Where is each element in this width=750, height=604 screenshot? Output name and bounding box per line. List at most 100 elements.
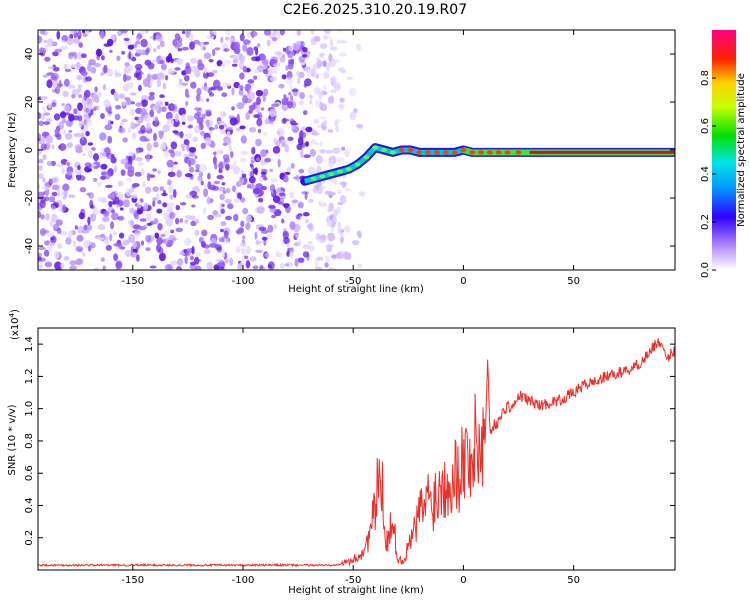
spectrogram-noise-blob (194, 155, 198, 160)
spectrogram-noise-blob (264, 30, 271, 36)
spectrogram-noise-blob (113, 253, 119, 262)
spectrogram-noise-blob (240, 135, 247, 144)
spectrogram-noise-blob (135, 157, 143, 162)
spectrogram-noise-blob (201, 113, 206, 119)
spectrogram-noise-blob (256, 206, 265, 214)
spectrogram-noise-blob (138, 84, 142, 92)
spectrogram-noise-blob (97, 181, 102, 187)
spectrogram-noise-blob (303, 110, 308, 116)
spectrogram-noise-blob (262, 93, 266, 102)
spectrogram-noise-blob (165, 74, 169, 81)
spectrogram-noise-blob (77, 30, 81, 37)
spectrogram-noise-blob (170, 58, 174, 64)
spectrogram-noise-blob (245, 112, 250, 121)
spectrogram-noise-blob (47, 38, 54, 47)
spectrogram-noise-blob (194, 169, 200, 173)
spectrogram-noise-blob (285, 65, 289, 71)
spectrogram-noise-blob (131, 194, 139, 199)
spectrogram-noise-blob (261, 236, 268, 241)
spectrogram-noise-blob (135, 48, 144, 54)
spectrogram-noise-blob (127, 81, 134, 89)
signal-trace-peak (416, 150, 423, 155)
snr-x-tick-label: -150 (121, 575, 144, 586)
spectrogram-noise-blob (146, 172, 151, 182)
spectrogram-noise-blob (43, 112, 51, 116)
spectrogram-noise-blob (170, 229, 175, 234)
spectrogram-noise-blob (42, 177, 46, 183)
spectrogram-noise-blob (270, 178, 278, 183)
spectrogram-noise-blob (57, 243, 63, 249)
spectrogram-noise-blob (78, 42, 83, 48)
spectrogram-noise-blob (128, 234, 136, 243)
spectrogram-noise-blob (281, 240, 285, 246)
spectrogram-noise-blob (123, 66, 131, 74)
signal-trace-peak (337, 169, 343, 174)
spectrogram-noise-blob (242, 39, 251, 45)
spectrogram-noise-blob (221, 249, 226, 258)
signal-trace-peak (451, 150, 458, 155)
spectrogram-noise-blob (87, 103, 96, 110)
spectrogram-noise-blob (185, 215, 192, 219)
spectrogram-noise-blob (192, 39, 201, 45)
spectrogram-noise-blob (296, 30, 302, 36)
spectrogram-noise-blob (327, 208, 331, 213)
spectrogram-noise-blob (247, 184, 251, 189)
spectrogram-noise-blob (352, 240, 360, 246)
spectrogram-noise-blob (189, 57, 198, 64)
spectrogram-noise-blob (62, 90, 69, 98)
spectrogram-noise-blob (204, 66, 208, 74)
spectrogram-noise-blob (67, 230, 73, 239)
spectrogram-noise-blob (250, 30, 258, 37)
spectrogram-noise-blob (158, 252, 166, 262)
snr-y-tick-label: 1.2 (24, 368, 35, 384)
signal-trace-peak (460, 148, 467, 152)
spectrogram-noise-blob (298, 100, 305, 106)
spectrogram-noise-blob (165, 55, 171, 63)
spectrogram-noise-blob (170, 260, 177, 266)
spectrogram-noise-blob (281, 74, 287, 80)
spectrogram-noise-blob (330, 254, 338, 259)
spectrogram-noise-blob (330, 89, 337, 94)
spectrogram-noise-blob (88, 59, 96, 66)
spectrogram-noise-blob (121, 119, 128, 123)
spectrogram-noise-blob (76, 234, 84, 242)
spectrogram-noise-blob (327, 267, 336, 270)
spectrogram-noise-blob (218, 237, 225, 243)
spectrogram-noise-blob (102, 265, 107, 270)
signal-trace-peak (328, 172, 335, 176)
spectrogram-noise-blob (328, 159, 334, 169)
spectrogram-noise-blob (266, 39, 271, 47)
spectrogram-noise-blob (296, 70, 300, 77)
spectrogram-noise-blob (304, 191, 308, 200)
snr-y-tick-label: 0.4 (24, 498, 35, 514)
spectrogram-noise-blob (255, 249, 264, 253)
spectrogram-noise-blob (247, 79, 255, 84)
spectrogram-noise-blob (130, 121, 135, 130)
spectrogram-noise-blob (120, 101, 128, 106)
spectrogram-noise-blob (153, 132, 157, 142)
spectrogram-noise-blob (60, 40, 66, 44)
spectrogram-noise-blob (225, 215, 232, 221)
spectrogram-noise-blob (107, 119, 112, 126)
spectrogram-noise-blob (223, 48, 230, 52)
spectrogram-noise-blob (148, 95, 155, 101)
spectrogram-noise-blob (319, 43, 328, 49)
spectrogram-noise-blob (132, 240, 137, 249)
spectrogram-noise-blob (225, 187, 231, 193)
spectrogram-noise-blob (286, 243, 290, 249)
signal-trace-peak (407, 148, 414, 152)
spectrogram-noise-blob (228, 144, 233, 153)
spectrogram-noise-blob (324, 262, 329, 268)
spectrogram-noise-blob (52, 51, 59, 57)
spectrogram-noise-blob (177, 48, 183, 52)
spectrogram-noise-blob (88, 192, 95, 200)
spectrogram-noise-blob (181, 46, 189, 51)
spectrogram-x-tick-label: -100 (232, 276, 255, 287)
signal-trace-peak (425, 150, 432, 155)
spectrogram-noise-blob (236, 102, 245, 110)
spectrogram-noise-blob (100, 197, 107, 203)
spectrogram-noise-blob (223, 157, 230, 163)
spectrogram-noise-blob (308, 241, 313, 245)
spectrogram-noise-blob (220, 208, 225, 214)
spectrogram-noise-blob (334, 180, 339, 186)
